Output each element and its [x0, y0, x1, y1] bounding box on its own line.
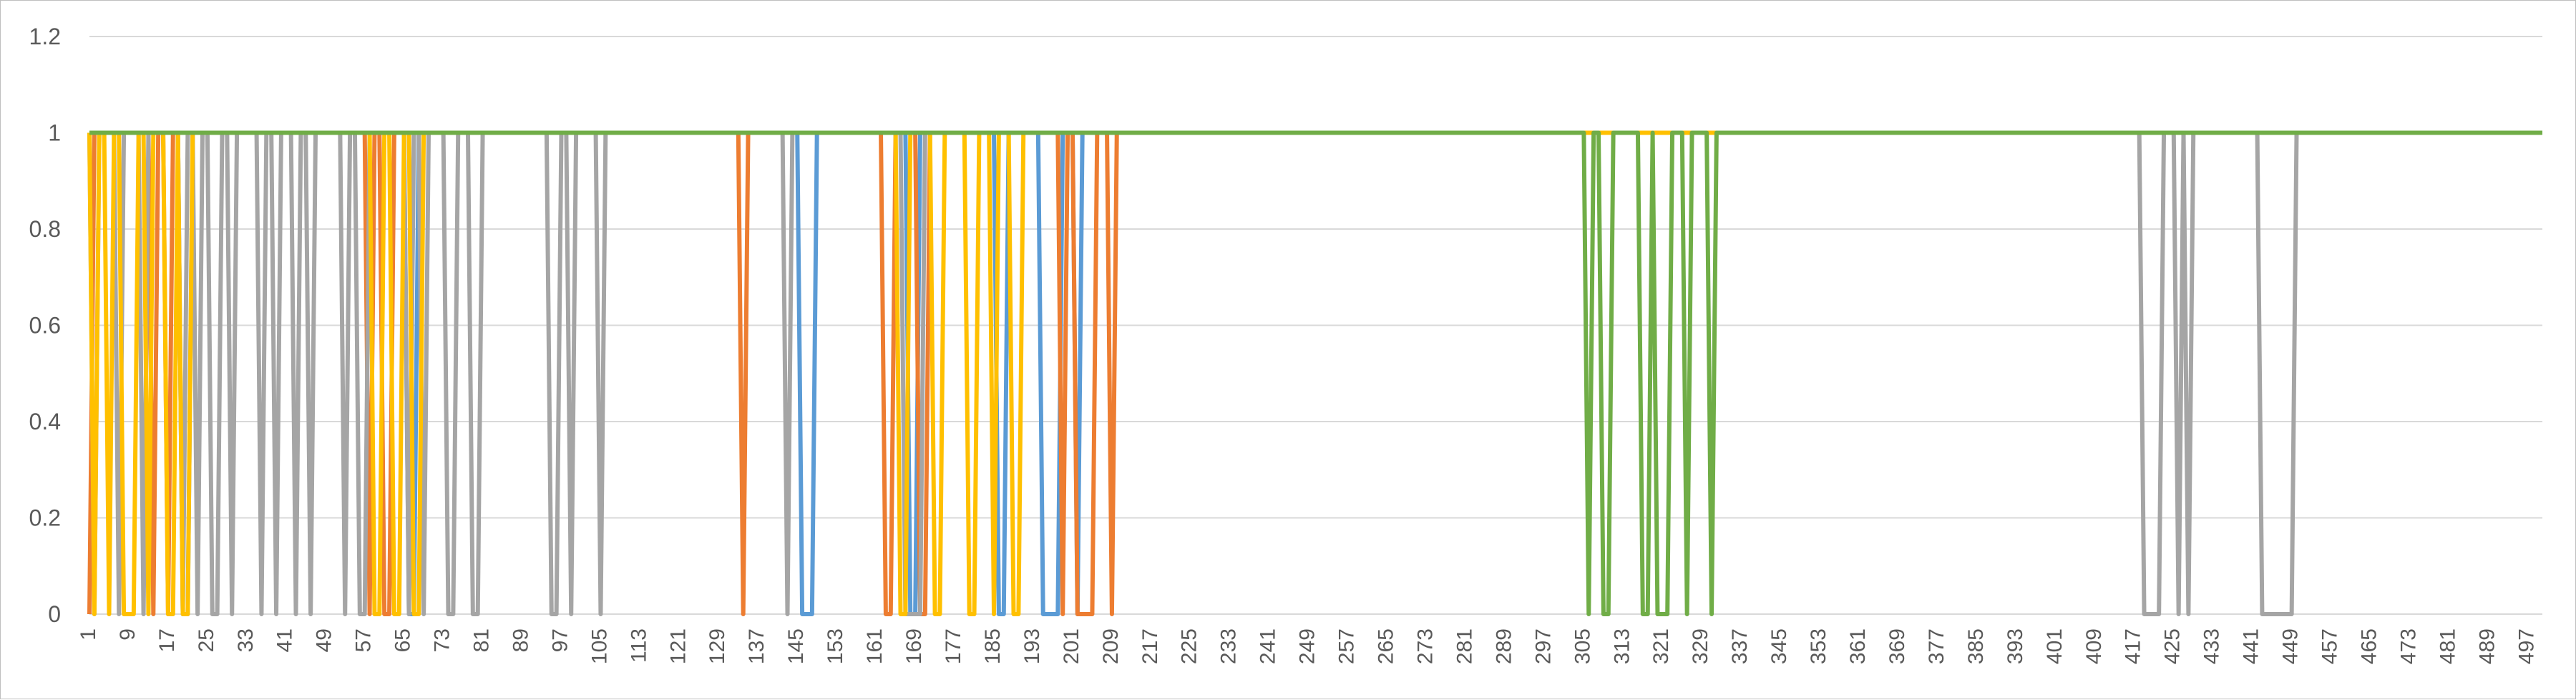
x-tick-label: 185 [981, 628, 1005, 664]
y-tick-label: 0.6 [29, 313, 61, 339]
x-tick-label: 169 [902, 628, 926, 664]
x-tick-label: 233 [1217, 628, 1241, 664]
x-tick-label: 1 [77, 628, 100, 641]
x-tick-label: 417 [2122, 628, 2145, 664]
y-tick-label: 0.2 [29, 505, 61, 531]
x-tick-label: 473 [2396, 628, 2420, 664]
x-tick-label: 337 [1728, 628, 1752, 664]
x-tick-label: 441 [2240, 628, 2263, 664]
y-tick-label: 0.4 [29, 409, 61, 434]
x-tick-label: 385 [1964, 628, 1988, 664]
x-tick-label: 121 [666, 628, 690, 664]
x-tick-label: 433 [2200, 628, 2224, 664]
x-tick-label: 41 [273, 628, 297, 652]
x-tick-label: 57 [352, 628, 376, 652]
x-tick-label: 321 [1649, 628, 1673, 664]
x-tick-label: 17 [155, 628, 179, 652]
series-lines [87, 130, 2542, 616]
x-tick-label: 193 [1020, 628, 1044, 664]
x-tick-label: 305 [1571, 628, 1594, 664]
x-tick-label: 73 [431, 628, 454, 652]
x-tick-label: 25 [195, 628, 218, 652]
x-tick-label: 249 [1296, 628, 1319, 664]
x-tick-label: 81 [470, 628, 494, 652]
x-tick-label: 345 [1767, 628, 1791, 664]
x-tick-label: 217 [1138, 628, 1162, 664]
x-tick-label: 481 [2436, 628, 2459, 664]
x-tick-label: 257 [1335, 628, 1359, 664]
x-tick-label: 177 [942, 628, 965, 664]
x-tick-label: 289 [1492, 628, 1516, 664]
x-tick-label: 401 [2043, 628, 2067, 664]
x-tick-label: 369 [1885, 628, 1909, 664]
series-line-5 [89, 130, 2542, 616]
x-tick-label: 361 [1846, 628, 1870, 664]
x-tick-label: 353 [1807, 628, 1830, 664]
x-tick-label: 145 [784, 628, 808, 664]
x-tick-label: 225 [1178, 628, 1201, 664]
x-tick-label: 153 [824, 628, 847, 664]
y-tick-label: 1.2 [29, 24, 61, 49]
x-tick-label: 209 [1099, 628, 1123, 664]
x-tick-label: 489 [2475, 628, 2499, 664]
x-tick-label: 241 [1257, 628, 1280, 664]
x-tick-label: 265 [1375, 628, 1398, 664]
x-tick-label: 313 [1610, 628, 1634, 664]
y-tick-label: 1 [48, 120, 61, 146]
x-tick-label: 33 [234, 628, 258, 652]
x-axis-tick-labels: 1 9 17 25 33 41 49 57 65 73 81 89 97 105 113 121 129 137 1… [77, 628, 2538, 664]
x-tick-label: 65 [391, 628, 415, 652]
x-tick-label: 393 [2004, 628, 2027, 664]
x-tick-label: 49 [313, 628, 336, 652]
x-tick-label: 425 [2161, 628, 2185, 664]
x-tick-label: 377 [1925, 628, 1948, 664]
x-tick-label: 137 [745, 628, 769, 664]
x-tick-label: 329 [1689, 628, 1712, 664]
x-tick-label: 161 [863, 628, 887, 664]
y-tick-label: 0 [48, 601, 61, 627]
series-line-3 [87, 130, 2542, 616]
x-tick-label: 409 [2082, 628, 2106, 664]
x-tick-label: 457 [2318, 628, 2342, 664]
x-tick-label: 281 [1453, 628, 1476, 664]
x-tick-label: 9 [116, 628, 140, 641]
x-tick-label: 297 [1531, 628, 1555, 664]
y-axis-tick-labels: 0 0.2 0.4 0.6 0.8 1 1.2 [29, 24, 61, 627]
x-tick-label: 97 [548, 628, 572, 652]
x-tick-label: 129 [706, 628, 729, 664]
x-tick-label: 89 [509, 628, 532, 652]
x-tick-label: 497 [2514, 628, 2538, 664]
y-tick-label: 0.8 [29, 216, 61, 242]
x-tick-label: 105 [587, 628, 611, 664]
x-tick-label: 273 [1413, 628, 1437, 664]
x-tick-label: 465 [2357, 628, 2381, 664]
x-tick-label: 449 [2279, 628, 2303, 664]
x-tick-label: 201 [1060, 628, 1083, 664]
x-tick-label: 113 [627, 628, 650, 663]
